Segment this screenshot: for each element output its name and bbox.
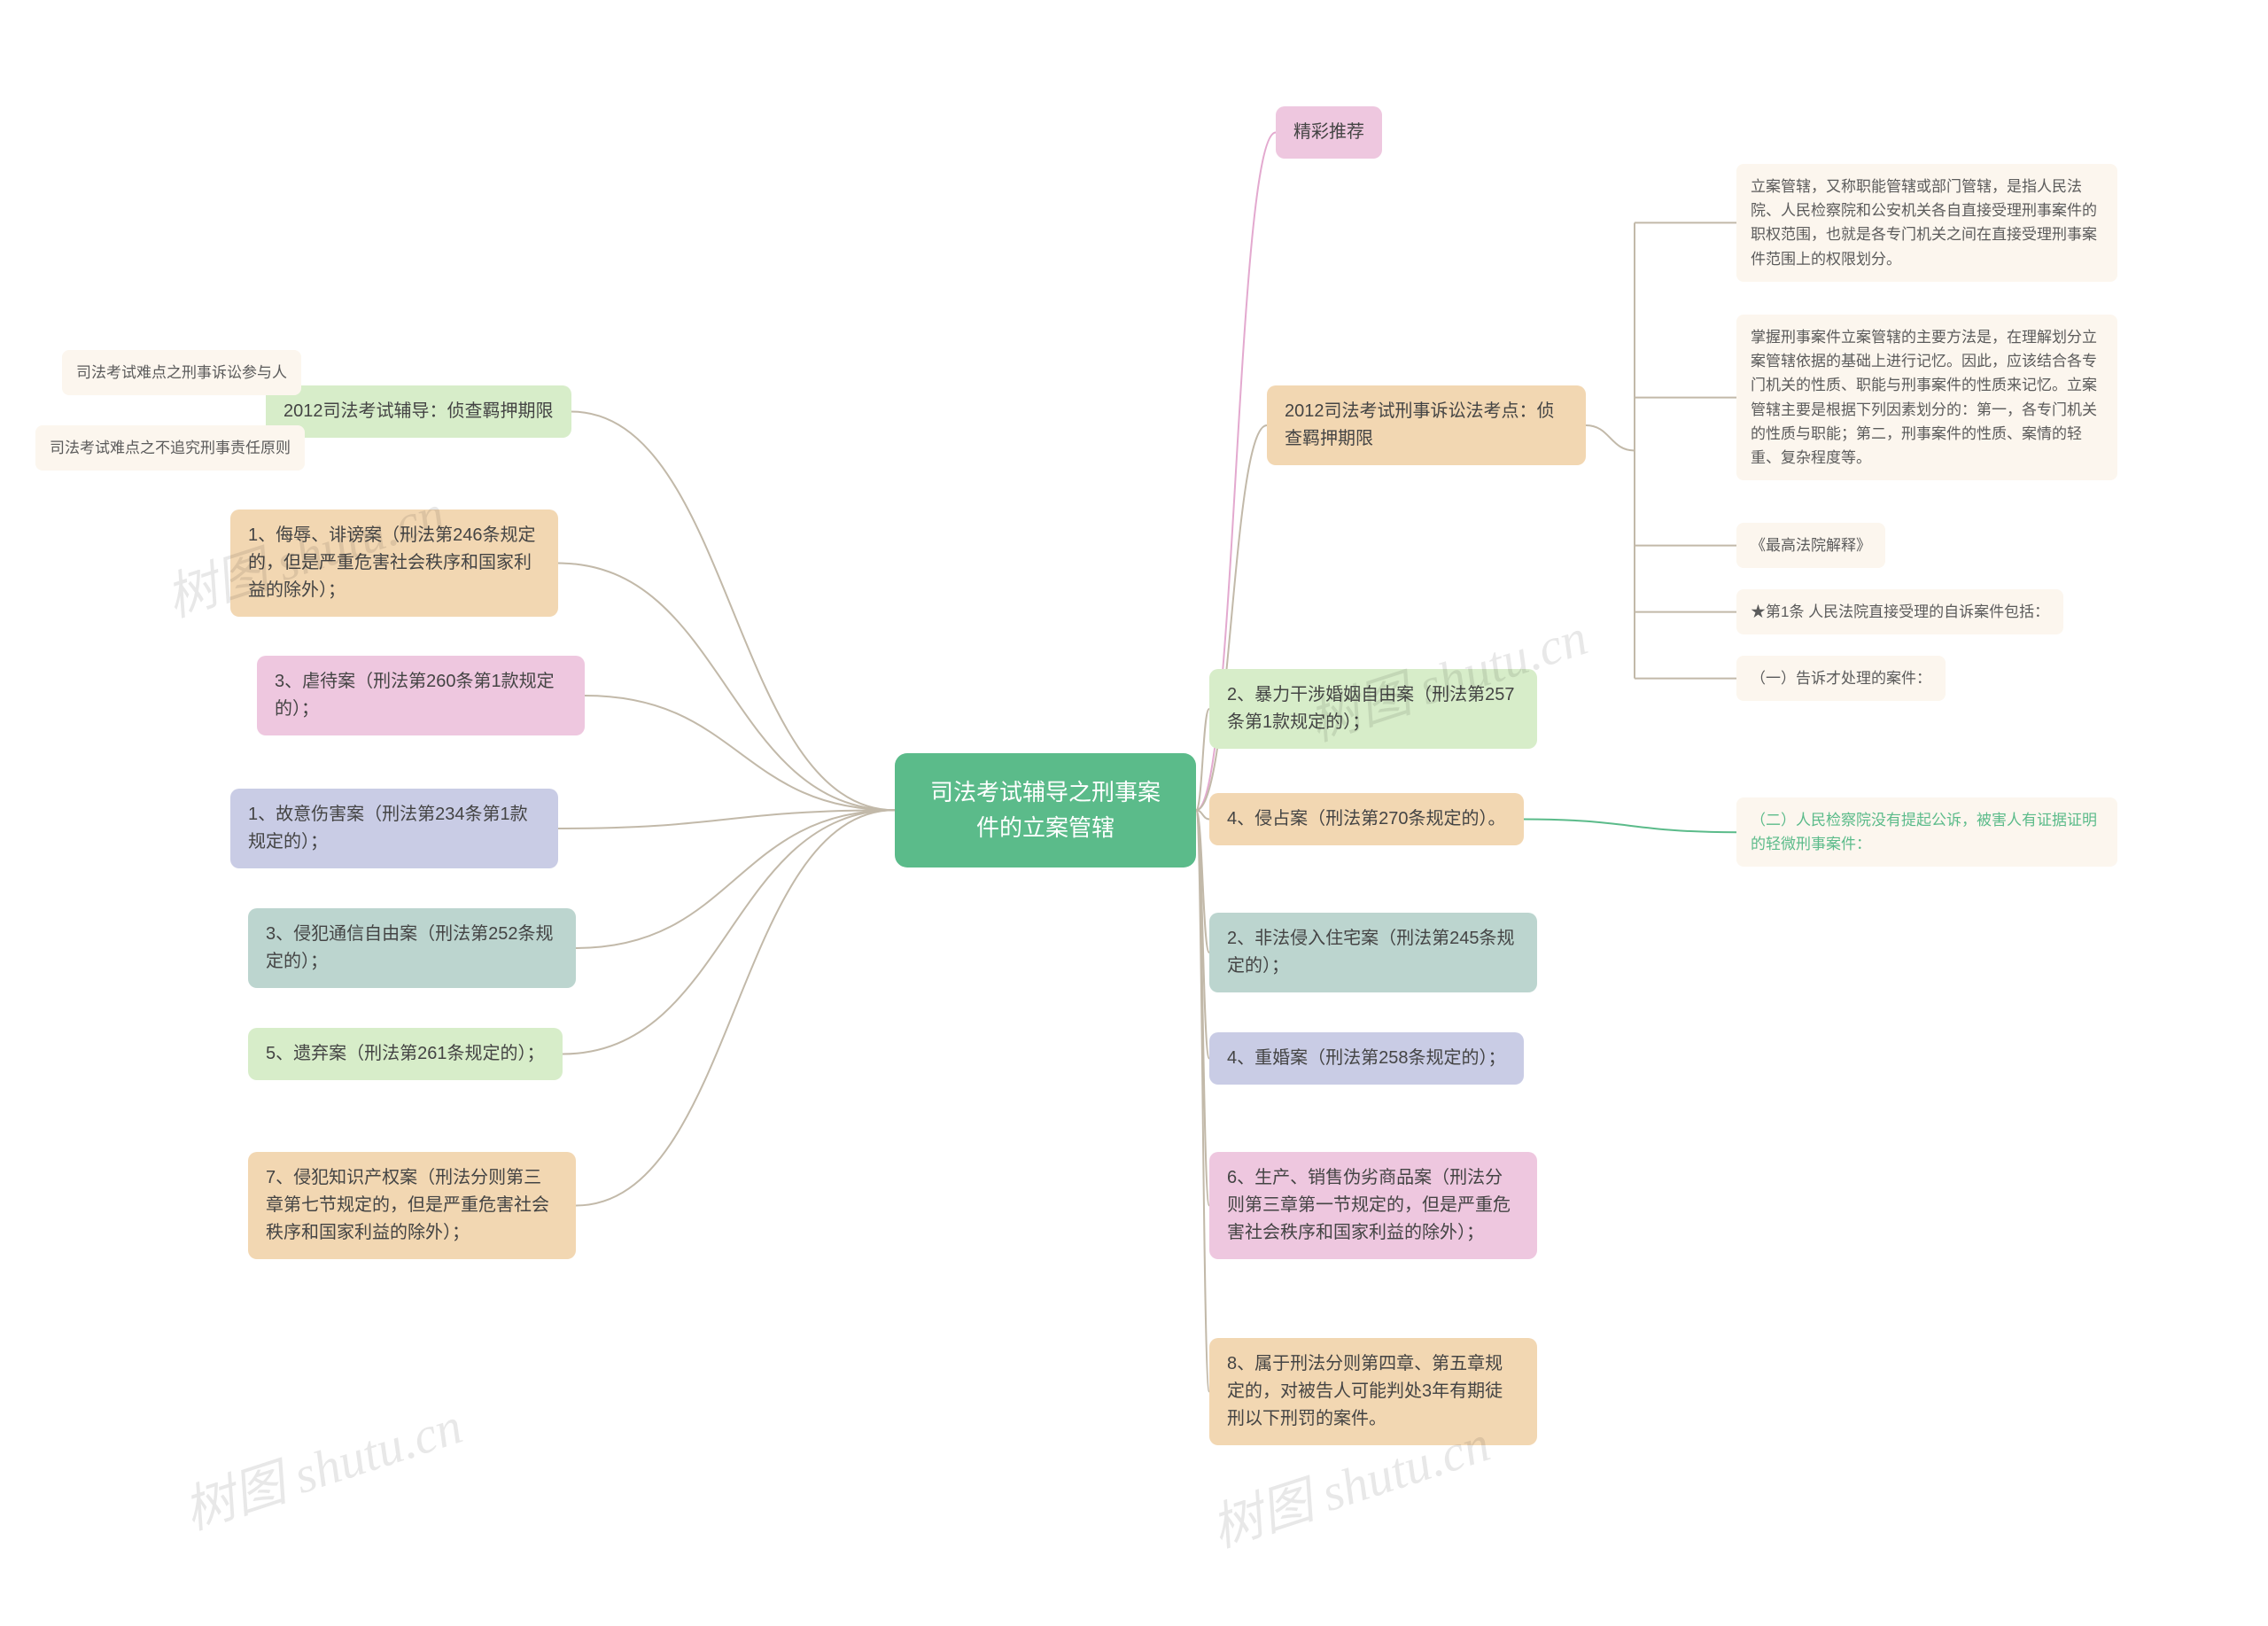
branch-label: 1、故意伤害案（刑法第234条第1款规定的）；: [248, 805, 528, 852]
branch-node[interactable]: 3、侵犯通信自由案（刑法第252条规定的）；: [248, 908, 576, 988]
branch-label: 4、侵占案（刑法第270条规定的）。: [1227, 809, 1506, 829]
branch-node[interactable]: 5、遗弃案（刑法第261条规定的）；: [248, 1028, 563, 1080]
branch-label: 2、非法侵入住宅案（刑法第245条规定的）；: [1227, 929, 1515, 976]
branch-label: 2012司法考试辅导：侦查羁押期限: [284, 401, 554, 421]
branch-label: 5、遗弃案（刑法第261条规定的）；: [266, 1044, 545, 1063]
branch-node[interactable]: 7、侵犯知识产权案（刑法分则第三章第七节规定的，但是严重危害社会秩序和国家利益的…: [248, 1152, 576, 1259]
leaf-node[interactable]: 司法考试难点之刑事诉讼参与人: [62, 350, 301, 395]
leaf-node[interactable]: ★第1条 人民法院直接受理的自诉案件包括：: [1736, 589, 2063, 634]
branch-label: 4、重婚案（刑法第258条规定的）；: [1227, 1048, 1506, 1068]
center-node[interactable]: 司法考试辅导之刑事案件的立案管辖: [895, 753, 1196, 867]
leaf-label: 掌握刑事案件立案管辖的主要方法是，在理解划分立案管辖依据的基础上进行记忆。因此，…: [1751, 329, 2097, 466]
branch-label: 2012司法考试刑事诉讼法考点：侦查羁押期限: [1285, 401, 1555, 448]
branch-node[interactable]: 6、生产、销售伪劣商品案（刑法分则第三章第一节规定的，但是严重危害社会秩序和国家…: [1209, 1152, 1537, 1259]
center-label: 司法考试辅导之刑事案件的立案管辖: [930, 779, 1161, 841]
branch-label: 精彩推荐: [1293, 122, 1364, 142]
branch-label: 7、侵犯知识产权案（刑法分则第三章第七节规定的，但是严重危害社会秩序和国家利益的…: [266, 1168, 549, 1242]
leaf-node[interactable]: 掌握刑事案件立案管辖的主要方法是，在理解划分立案管辖依据的基础上进行记忆。因此，…: [1736, 315, 2117, 480]
branch-node[interactable]: 4、侵占案（刑法第270条规定的）。: [1209, 793, 1524, 845]
branch-node[interactable]: 4、重婚案（刑法第258条规定的）；: [1209, 1032, 1524, 1085]
branch-node[interactable]: 2、非法侵入住宅案（刑法第245条规定的）；: [1209, 913, 1537, 992]
leaf-node[interactable]: 立案管辖，又称职能管辖或部门管辖，是指人民法院、人民检察院和公安机关各自直接受理…: [1736, 164, 2117, 282]
branch-label: 3、虐待案（刑法第260条第1款规定的）；: [275, 672, 555, 719]
branch-node[interactable]: 2012司法考试刑事诉讼法考点：侦查羁押期限: [1267, 385, 1586, 465]
leaf-node-green[interactable]: （二）人民检察院没有提起公诉，被害人有证据证明的轻微刑事案件：: [1736, 797, 2117, 867]
leaf-label: 司法考试难点之刑事诉讼参与人: [76, 364, 287, 381]
branch-node[interactable]: 8、属于刑法分则第四章、第五章规定的，对被告人可能判处3年有期徒刑以下刑罚的案件…: [1209, 1338, 1537, 1445]
leaf-node[interactable]: （一）告诉才处理的案件：: [1736, 656, 1946, 701]
branch-node[interactable]: 2012司法考试辅导：侦查羁押期限: [266, 385, 571, 438]
leaf-label: 立案管辖，又称职能管辖或部门管辖，是指人民法院、人民检察院和公安机关各自直接受理…: [1751, 178, 2097, 268]
watermark: 树图 shutu.cn: [173, 1384, 470, 1544]
leaf-label: ★第1条 人民法院直接受理的自诉案件包括：: [1751, 603, 2049, 620]
leaf-label: （二）人民检察院没有提起公诉，被害人有证据证明的轻微刑事案件：: [1751, 812, 2097, 852]
branch-label: 6、生产、销售伪劣商品案（刑法分则第三章第一节规定的，但是严重危害社会秩序和国家…: [1227, 1168, 1511, 1242]
branch-label: 3、侵犯通信自由案（刑法第252条规定的）；: [266, 924, 554, 971]
leaf-node[interactable]: 司法考试难点之不追究刑事责任原则: [35, 425, 305, 471]
branch-node[interactable]: 3、虐待案（刑法第260条第1款规定的）；: [257, 656, 585, 735]
branch-node[interactable]: 1、故意伤害案（刑法第234条第1款规定的）；: [230, 789, 558, 868]
leaf-label: 《最高法院解释》: [1751, 537, 1871, 554]
branch-node[interactable]: 2、暴力干涉婚姻自由案（刑法第257条第1款规定的）；: [1209, 669, 1537, 749]
branch-node[interactable]: 1、侮辱、诽谤案（刑法第246条规定的，但是严重危害社会秩序和国家利益的除外）；: [230, 510, 558, 617]
leaf-node[interactable]: 《最高法院解释》: [1736, 523, 1885, 568]
leaf-label: （一）告诉才处理的案件：: [1751, 670, 1931, 687]
branch-label: 1、侮辱、诽谤案（刑法第246条规定的，但是严重危害社会秩序和国家利益的除外）；: [248, 525, 536, 600]
branch-node[interactable]: 精彩推荐: [1276, 106, 1382, 159]
leaf-label: 司法考试难点之不追究刑事责任原则: [50, 440, 291, 456]
branch-label: 2、暴力干涉婚姻自由案（刑法第257条第1款规定的）；: [1227, 685, 1515, 732]
branch-label: 8、属于刑法分则第四章、第五章规定的，对被告人可能判处3年有期徒刑以下刑罚的案件…: [1227, 1354, 1503, 1428]
